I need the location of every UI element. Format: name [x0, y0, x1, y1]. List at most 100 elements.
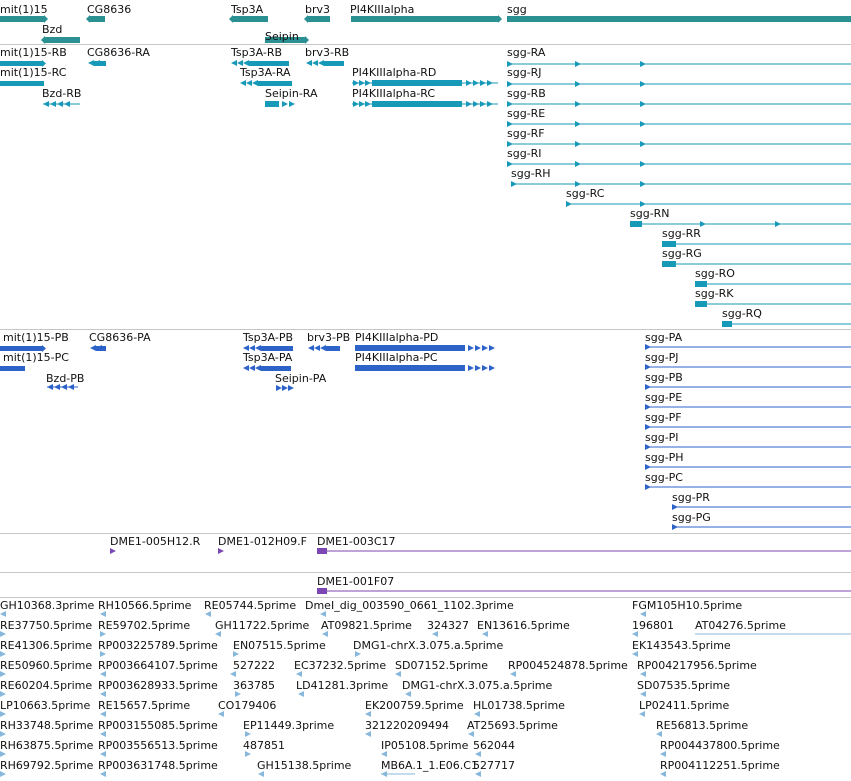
est-label-rp004217956-5prime[interactable]: RP004217956.5prime [637, 659, 757, 672]
est-label-363785[interactable]: 363785 [233, 679, 275, 692]
est-label-rp003155085-5prime[interactable]: RP003155085.5prime [98, 719, 218, 732]
est-label-at04276-5prime[interactable]: AT04276.5prime [695, 619, 786, 632]
transcript-label-tsp3a-ra[interactable]: Tsp3A-RA [240, 66, 291, 79]
transcript-label-sgg-ri[interactable]: sgg-RI [507, 147, 542, 160]
transcript-label-pi4kiiialpha-rc[interactable]: PI4KIIIalpha-RC [352, 87, 436, 100]
transcript-brv3-rb-body[interactable] [324, 61, 344, 66]
est-label-gh11722-5prime[interactable]: GH11722.5prime [215, 619, 310, 632]
transcript-tsp3a-rb-body[interactable] [249, 61, 289, 66]
est-label-ld41281-3prime[interactable]: LD41281.3prime [296, 679, 389, 692]
transcript-label-sgg-rn[interactable]: sgg-RN [630, 207, 670, 220]
est-label-lp10663-5prime[interactable]: LP10663.5prime [0, 699, 91, 712]
est-label-ek143543-5prime[interactable]: EK143543.5prime [632, 639, 731, 652]
est-label-dmg1-chrx-3-075-a-5prime[interactable]: DMG1-chrX.3.075.a.5prime [402, 679, 553, 692]
gene-label-bzd[interactable]: Bzd [42, 23, 63, 36]
est-label-196801[interactable]: 196801 [632, 619, 674, 632]
clone-dme1-003c17-end[interactable] [317, 548, 327, 554]
clone-dme1-001f07-end[interactable] [317, 588, 327, 594]
est-label-ip05108-5prime[interactable]: IP05108.5prime [381, 739, 469, 752]
est-label-gh15138-5prime[interactable]: GH15138.5prime [257, 759, 352, 772]
protein-label-pi4kiiialpha-pd[interactable]: PI4KIIIalpha-PD [355, 331, 439, 344]
est-label-fgm105h10-5prime[interactable]: FGM105H10.5prime [632, 599, 743, 612]
est-label-re59702-5prime[interactable]: RE59702.5prime [98, 619, 191, 632]
est-label-re60204-5prime[interactable]: RE60204.5prime [0, 679, 93, 692]
transcript-sgg-rr-utr[interactable] [662, 241, 676, 247]
gene-brv3[interactable] [308, 16, 330, 22]
protein-label-sgg-pe[interactable]: sgg-PE [645, 391, 683, 404]
est-label-sd07152-5prime[interactable]: SD07152.5prime [395, 659, 488, 672]
transcript-tsp3a-ra-body[interactable] [258, 81, 292, 86]
gene-label-mit-1-15[interactable]: mit(1)15 [0, 3, 48, 16]
est-label-rp003225789-5prime[interactable]: RP003225789.5prime [98, 639, 218, 652]
protein-label-sgg-pf[interactable]: sgg-PF [645, 411, 682, 424]
transcript-label-sgg-rg[interactable]: sgg-RG [662, 247, 702, 260]
protein-label-sgg-pg[interactable]: sgg-PG [672, 511, 711, 524]
clone-label-dme1-005h12-r[interactable]: DME1-005H12.R [110, 535, 201, 548]
protein-label-sgg-pj[interactable]: sgg-PJ [645, 351, 679, 364]
transcript-cg8636-ra-body[interactable] [94, 61, 106, 66]
transcript-sgg-rk-utr[interactable] [695, 301, 707, 307]
est-label-rp003556513-5prime[interactable]: RP003556513.5prime [98, 739, 218, 752]
gene-label-tsp3a[interactable]: Tsp3A [231, 3, 264, 16]
transcript-label-mit-1-15-rb[interactable]: mit(1)15-RB [0, 46, 67, 59]
transcript-label-sgg-rh[interactable]: sgg-RH [511, 167, 551, 180]
transcript-sgg-rg-utr[interactable] [662, 261, 676, 267]
transcript-label-seipin-ra[interactable]: Seipin-RA [265, 87, 318, 100]
est-label-ek200759-5prime[interactable]: EK200759.5prime [365, 699, 464, 712]
transcript-mit-1-15-rc[interactable] [0, 81, 44, 86]
transcript-label-mit-1-15-rc[interactable]: mit(1)15-RC [0, 66, 67, 79]
transcript-label-sgg-rq[interactable]: sgg-RQ [722, 307, 762, 320]
protein-mit-1-15-pb[interactable] [0, 346, 42, 351]
transcript-label-cg8636-ra[interactable]: CG8636-RA [87, 46, 150, 59]
est-label-321220209494[interactable]: 321220209494 [365, 719, 449, 732]
transcript-label-sgg-rj[interactable]: sgg-RJ [507, 66, 542, 79]
protein-label-tsp3a-pb[interactable]: Tsp3A-PB [243, 331, 294, 344]
est-label-re15657-5prime[interactable]: RE15657.5prime [98, 699, 191, 712]
protein-pi4kiiialpha-pc-cds[interactable] [355, 365, 465, 371]
transcript-label-sgg-re[interactable]: sgg-RE [507, 107, 546, 120]
est-label-rh69792-5prime[interactable]: RH69792.5prime [0, 759, 94, 772]
transcript-sgg-rq-utr[interactable] [722, 321, 732, 327]
est-label-en13616-5prime[interactable]: EN13616.5prime [477, 619, 570, 632]
transcript-sgg-rn-utr[interactable] [630, 221, 642, 227]
transcript-label-sgg-ro[interactable]: sgg-RO [695, 267, 735, 280]
est-label-re37750-5prime[interactable]: RE37750.5prime [0, 619, 93, 632]
est-label-re56813-5prime[interactable]: RE56813.5prime [656, 719, 749, 732]
est-label-562044[interactable]: 562044 [473, 739, 515, 752]
clone-label-dme1-003c17[interactable]: DME1-003C17 [317, 535, 396, 548]
est-label-re05744-5prime[interactable]: RE05744.5prime [204, 599, 297, 612]
est-label-ep11449-3prime[interactable]: EP11449.3prime [243, 719, 335, 732]
transcript-label-sgg-rc[interactable]: sgg-RC [566, 187, 605, 200]
protein-label-mit-1-15-pc[interactable]: mit(1)15-PC [3, 351, 69, 364]
est-label-hl01738-5prime[interactable]: HL01738.5prime [473, 699, 565, 712]
est-label-rh63875-5prime[interactable]: RH63875.5prime [0, 739, 94, 752]
gene-sgg[interactable] [507, 16, 851, 22]
transcript-pi4kiiialpha-rd-cds[interactable] [372, 80, 462, 86]
protein-cg8636-pa-body[interactable] [96, 346, 106, 351]
gene-label-brv3[interactable]: brv3 [305, 3, 331, 16]
gene-bzd[interactable] [45, 37, 80, 43]
protein-label-sgg-pa[interactable]: sgg-PA [645, 331, 683, 344]
gene-seipin[interactable] [265, 37, 305, 43]
est-label-co179406[interactable]: CO179406 [218, 699, 277, 712]
transcript-label-sgg-rk[interactable]: sgg-RK [695, 287, 734, 300]
protein-label-sgg-pr[interactable]: sgg-PR [672, 491, 710, 504]
gene-tsp3a[interactable] [233, 16, 268, 22]
transcript-label-sgg-ra[interactable]: sgg-RA [507, 46, 546, 59]
protein-label-cg8636-pa[interactable]: CG8636-PA [89, 331, 151, 344]
protein-label-sgg-pb[interactable]: sgg-PB [645, 371, 683, 384]
transcript-seipin-ra-cds[interactable] [265, 101, 279, 107]
protein-label-brv3-pb[interactable]: brv3-PB [307, 331, 351, 344]
gene-label-cg8636[interactable]: CG8636 [87, 3, 132, 16]
transcript-label-tsp3a-rb[interactable]: Tsp3A-RB [231, 46, 283, 59]
gene-cg8636[interactable] [90, 16, 105, 22]
est-label-rp003664107-5prime[interactable]: RP003664107.5prime [98, 659, 218, 672]
est-label-ec37232-5prime[interactable]: EC37232.5prime [294, 659, 387, 672]
gene-label-pi4kiiialpha[interactable]: PI4KIIIalpha [350, 3, 415, 16]
gene-mit-1-15[interactable] [0, 16, 44, 22]
protein-label-tsp3a-pa[interactable]: Tsp3A-PA [243, 351, 293, 364]
protein-label-pi4kiiialpha-pc[interactable]: PI4KIIIalpha-PC [355, 351, 438, 364]
transcript-label-bzd-rb[interactable]: Bzd-RB [42, 87, 82, 100]
transcript-label-sgg-rr[interactable]: sgg-RR [662, 227, 701, 240]
gene-label-seipin[interactable]: Seipin [265, 30, 299, 43]
